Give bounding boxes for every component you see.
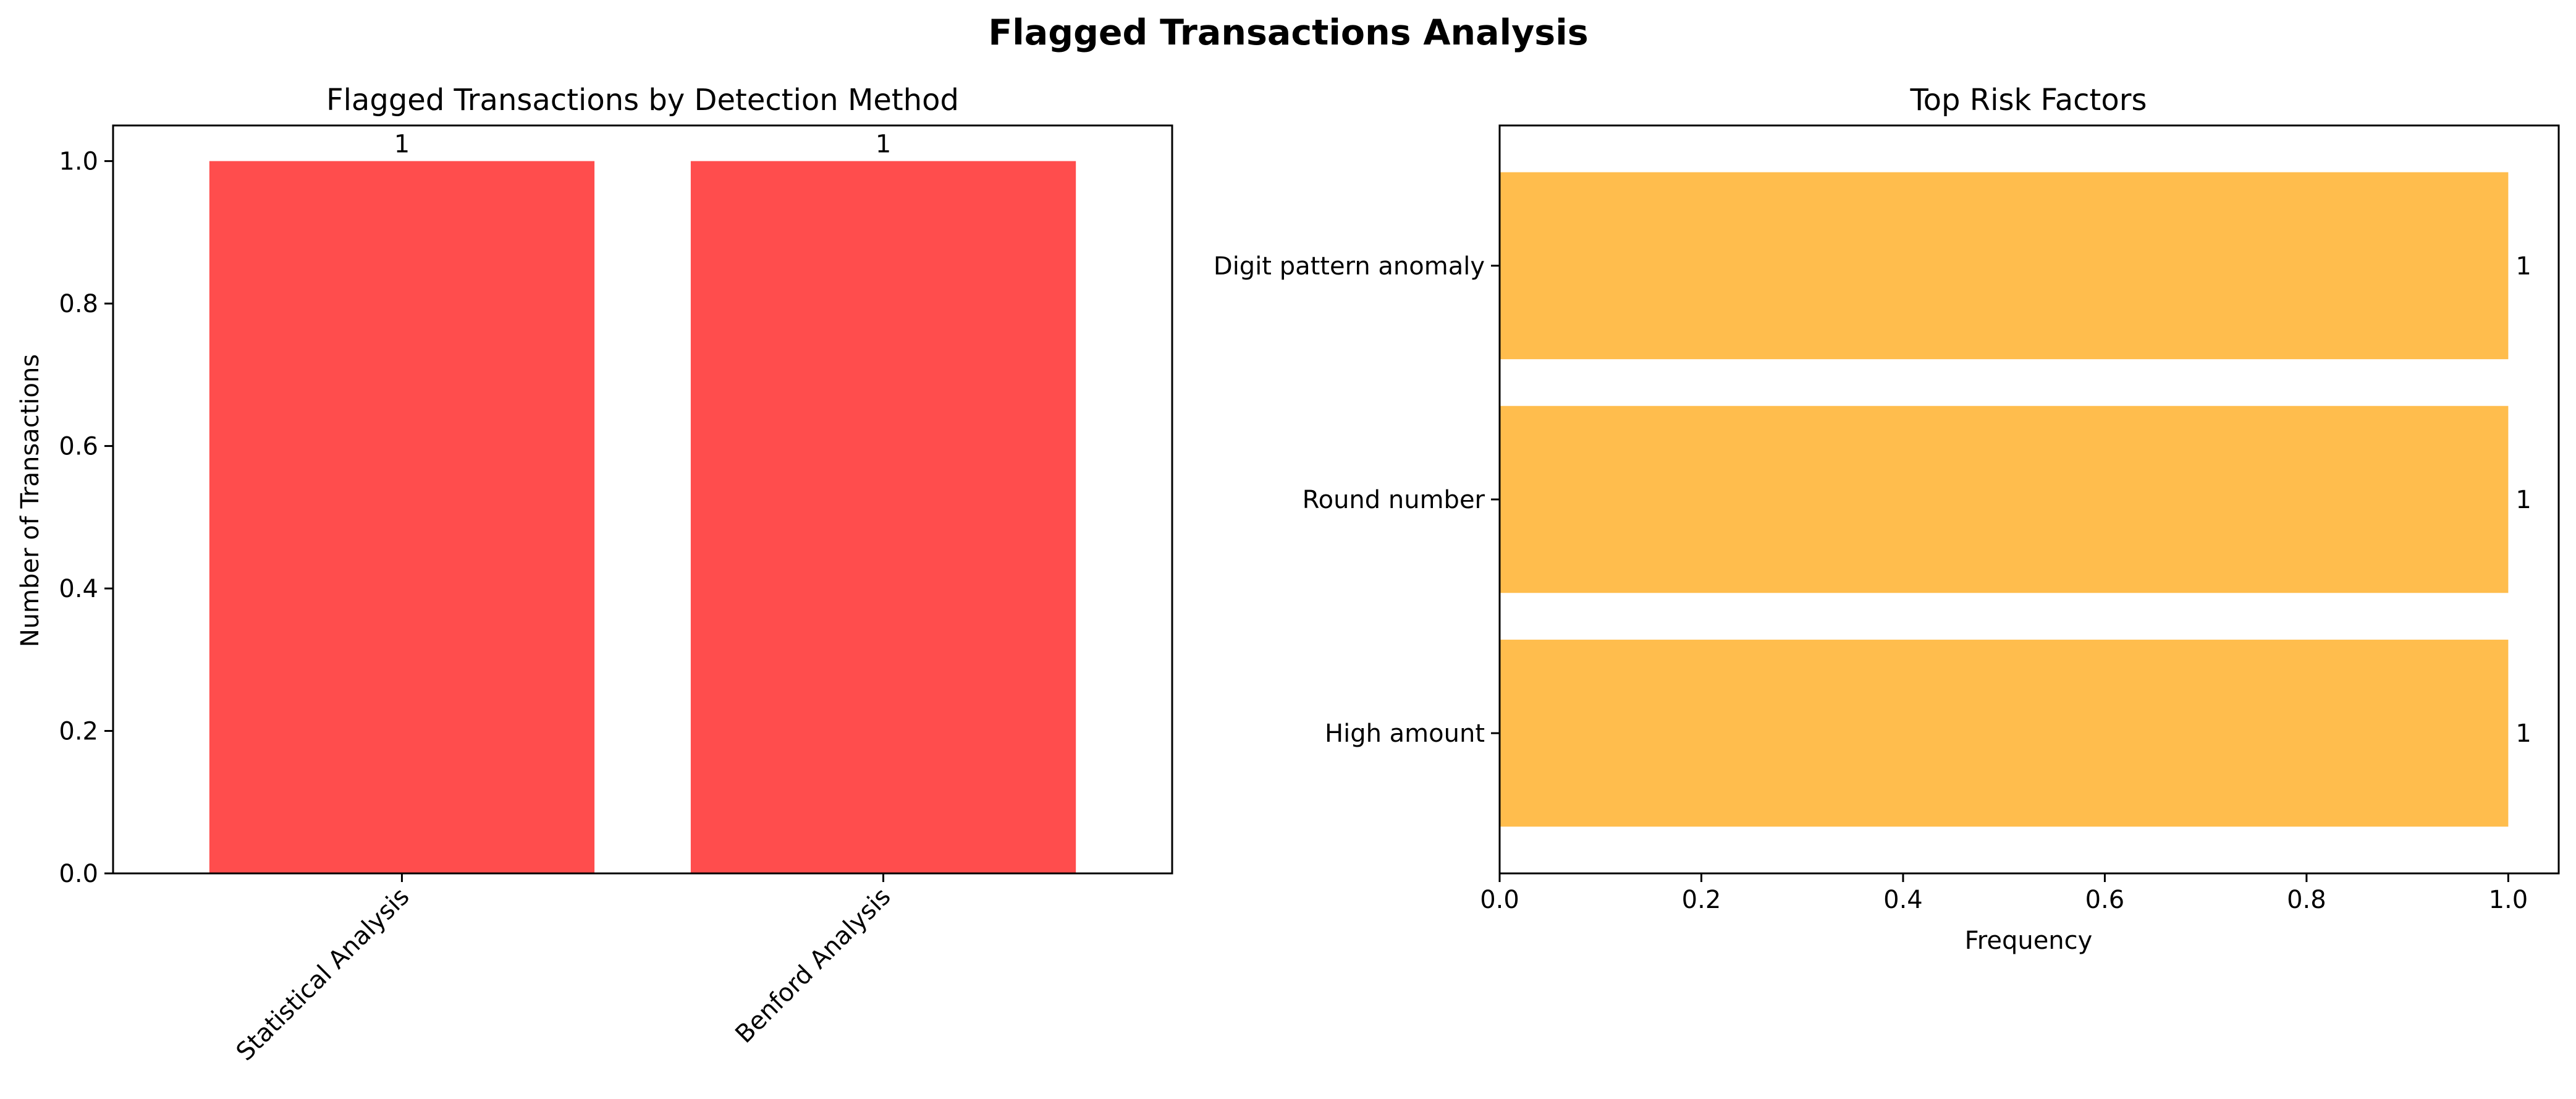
detection-method-y-tick-label: 0.2 [59, 718, 98, 746]
detection-method-chart: Flagged Transactions by Detection Method… [16, 83, 1173, 1066]
risk-factors-chart: Top Risk Factors Frequency 1 1 1 0.0 0.2 0.4… [1214, 83, 2560, 955]
risk-factors-x-tick-label: 0.6 [2085, 886, 2125, 914]
risk-factors-x-axis-label: Frequency [1965, 927, 2093, 955]
detection-method-x-ticks: Statistical Analysis Benford Analysis [231, 873, 897, 1066]
detection-method-chart-title: Flagged Transactions by Detection Method [326, 83, 959, 117]
risk-factors-x-tick-label: 0.8 [2287, 886, 2326, 914]
detection-method-bar [690, 161, 1076, 874]
risk-factor-bar [1500, 639, 2509, 827]
detection-method-bar [209, 161, 595, 874]
detection-method-y-tick-label: 0.8 [59, 290, 98, 318]
risk-factors-x-tick-label: 0.4 [1883, 886, 1923, 914]
risk-factor-y-tick-label: Round number [1303, 486, 1485, 514]
figure-title: Flagged Transactions Analysis [988, 12, 1588, 53]
risk-factors-x-tick-label: 0.2 [1682, 886, 1721, 914]
detection-method-y-tick-label: 0.6 [59, 433, 98, 461]
detection-method-y-axis-label: Number of Transactions [16, 354, 44, 647]
risk-factor-bar-value-label: 1 [2515, 719, 2531, 748]
detection-method-y-tick-label: 0.0 [59, 860, 98, 888]
risk-factor-bar [1500, 405, 2509, 593]
risk-factors-x-ticks: 0.0 0.2 0.4 0.6 0.8 1.0 [1480, 873, 2528, 914]
detection-method-bar-value-label: 1 [876, 130, 891, 159]
detection-method-x-tick-label: Benford Analysis [730, 883, 896, 1049]
detection-method-y-ticks: 0.0 0.2 0.4 0.6 0.8 1.0 [59, 148, 113, 888]
risk-factors-x-tick-label: 1.0 [2489, 886, 2528, 914]
detection-method-bar-value-label: 1 [394, 130, 410, 159]
risk-factor-bar-value-label: 1 [2515, 486, 2531, 514]
detection-method-axes-frame [112, 124, 1173, 875]
risk-factors-axes-frame [1498, 124, 2560, 875]
risk-factor-y-tick-label: Digit pattern anomaly [1214, 252, 1485, 281]
risk-factor-bar-value-label: 1 [2515, 252, 2531, 281]
risk-factors-chart-title: Top Risk Factors [1910, 83, 2147, 117]
detection-method-y-tick-label: 1.0 [59, 148, 98, 176]
detection-method-x-tick-label: Statistical Analysis [231, 883, 415, 1067]
risk-factor-y-tick-label: High amount [1325, 719, 1485, 748]
risk-factors-y-ticks: High amount Round number Digit pattern ano… [1214, 252, 1500, 748]
risk-factors-x-tick-label: 0.0 [1480, 886, 1519, 914]
risk-factors-bars: 1 1 1 [1500, 172, 2532, 827]
detection-method-y-tick-label: 0.4 [59, 575, 98, 603]
risk-factor-bar [1500, 172, 2509, 360]
